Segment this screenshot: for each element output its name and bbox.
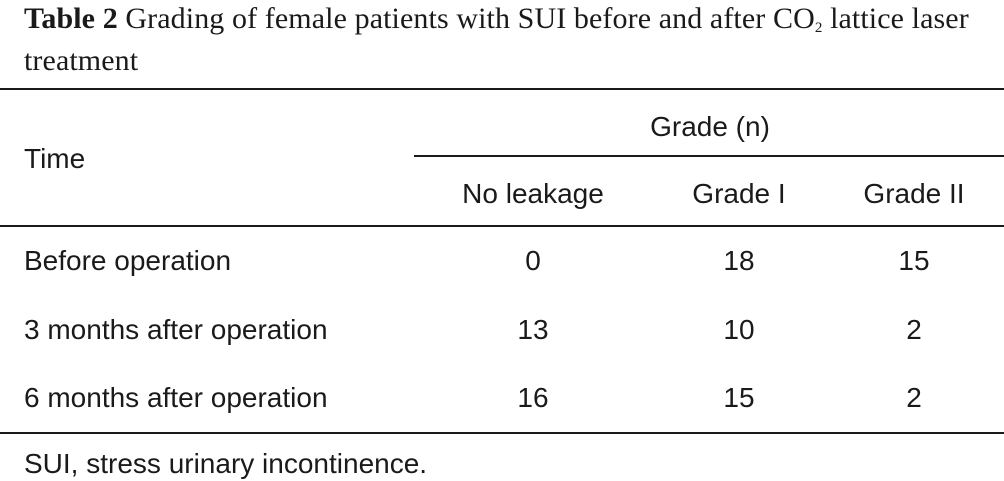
row-time: 3 months after operation <box>24 314 328 345</box>
header-rule <box>0 225 1004 227</box>
cell-no-leakage: 16 <box>517 382 549 413</box>
row-header-time: Time <box>24 143 86 174</box>
cell-grade-ii: 15 <box>898 245 930 276</box>
top-rule <box>0 88 1004 90</box>
caption-subscript: 2 <box>814 20 823 36</box>
cell-grade-ii: 2 <box>906 382 922 413</box>
cell-grade-i: 10 <box>723 314 755 345</box>
row-time: Before operation <box>24 245 232 276</box>
cell-grade-i: 15 <box>723 382 755 413</box>
bottom-rule <box>0 432 1004 434</box>
cell-no-leakage: 13 <box>517 314 549 345</box>
cell-grade-i: 18 <box>723 245 755 276</box>
column-header-grade-ii: Grade II <box>863 178 965 209</box>
table-footnote: SUI, stress urinary incontinence. <box>24 448 428 479</box>
column-header-no-leakage: No leakage <box>462 178 604 209</box>
group-header-grade: Grade (n) <box>650 111 770 142</box>
table-caption: Table 2 Grading of female patients with … <box>24 0 999 82</box>
caption-text: Grading of female patients with SUI befo… <box>125 2 815 35</box>
cell-grade-ii: 2 <box>906 314 922 345</box>
row-time: 6 months after operation <box>24 382 328 413</box>
caption-text-continued: lattice laser treatment <box>24 2 969 77</box>
group-rule <box>414 155 1004 157</box>
table-label: Table 2 <box>24 2 118 35</box>
cell-no-leakage: 0 <box>525 245 541 276</box>
column-header-grade-i: Grade I <box>692 178 786 209</box>
